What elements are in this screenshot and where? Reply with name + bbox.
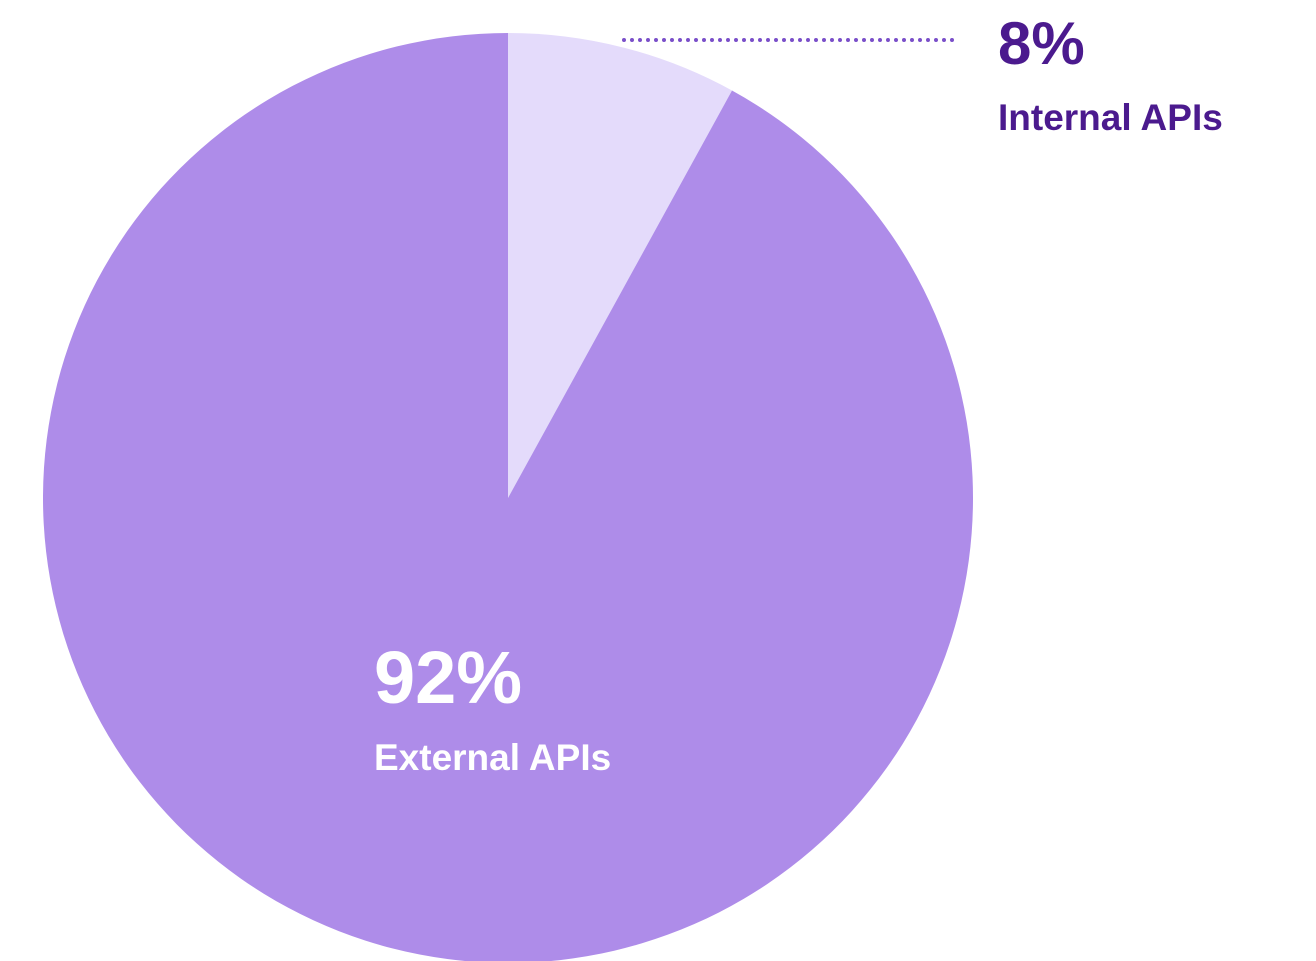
pie-slice bbox=[43, 33, 973, 961]
value-label: 92% bbox=[374, 636, 522, 719]
category-label: External APIs bbox=[374, 737, 611, 778]
category-label: Internal APIs bbox=[998, 97, 1223, 138]
pie-slice bbox=[508, 33, 733, 498]
value-label: 8% bbox=[998, 10, 1085, 77]
